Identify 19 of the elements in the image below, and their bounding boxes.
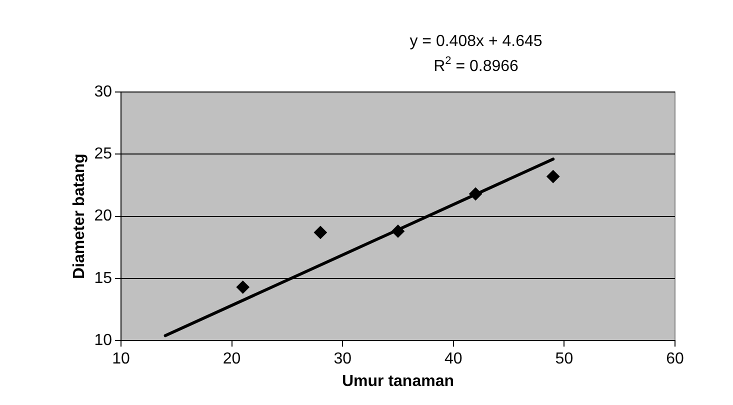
point bbox=[236, 280, 250, 294]
point bbox=[314, 226, 327, 239]
y-tick-label: 30 bbox=[94, 83, 112, 100]
x-tick-label: 30 bbox=[334, 350, 352, 368]
point bbox=[392, 224, 404, 238]
x-tick-label: 10 bbox=[112, 350, 130, 368]
text: y = 0.408x + 4.645 bbox=[410, 33, 542, 50]
x-tick-label: 50 bbox=[555, 350, 574, 368]
y-axis-title: Diameter batang bbox=[71, 154, 88, 279]
x-axis-title: Umur tanaman bbox=[342, 372, 454, 390]
x-tick-label: 60 bbox=[666, 350, 684, 368]
y-tick-label: 20 bbox=[94, 208, 112, 225]
x-tick-label: 20 bbox=[222, 350, 241, 368]
x-tick-label: 40 bbox=[444, 350, 462, 368]
y-tick-label: 15 bbox=[94, 270, 112, 287]
point bbox=[546, 170, 560, 184]
y-tick-label: 25 bbox=[94, 146, 112, 163]
point bbox=[469, 187, 482, 200]
y-tick-label: 10 bbox=[94, 332, 112, 350]
